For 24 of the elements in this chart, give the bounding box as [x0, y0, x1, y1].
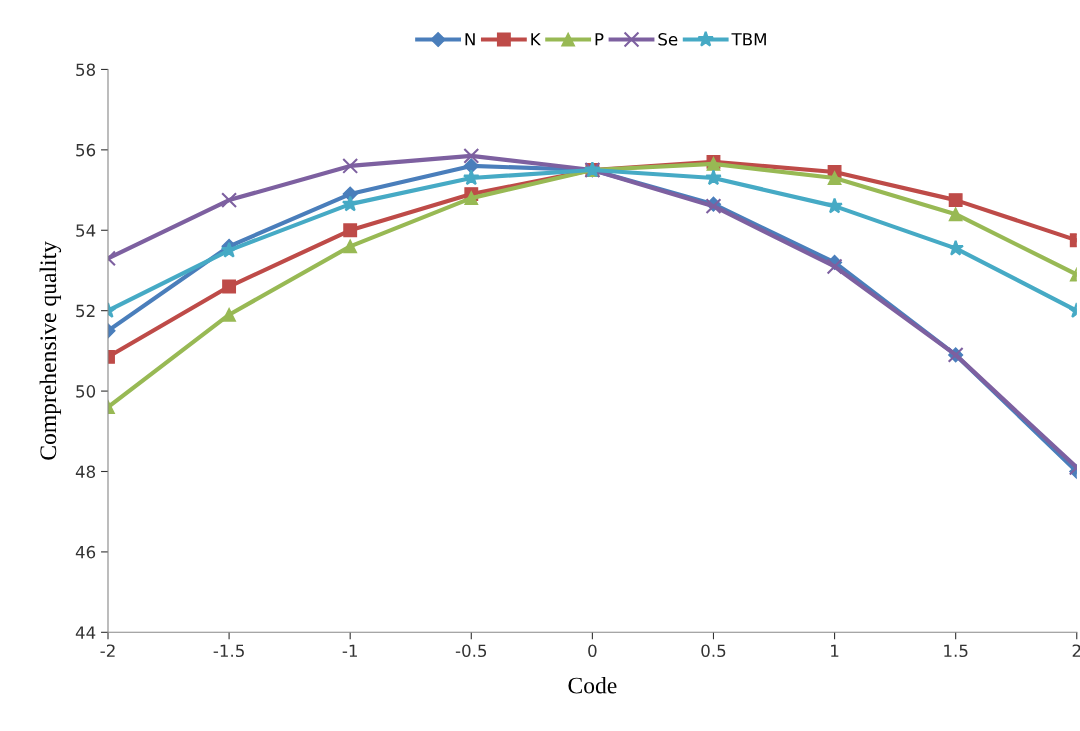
y-tick-label: 58: [76, 63, 96, 77]
x-tick-label: -1.5: [213, 644, 244, 658]
x-tick-label: 1: [831, 644, 839, 657]
y-axis-title: Comprehensive quality: [39, 241, 62, 460]
y-tick-label: 48: [75, 465, 96, 479]
x-tick-label: 0: [588, 644, 597, 658]
x-tick-label: -1: [342, 644, 357, 657]
x-tick-label: -2: [100, 644, 115, 657]
legend-label: P: [595, 33, 604, 46]
legend-label: K: [531, 33, 541, 46]
y-tick-label: 56: [76, 143, 96, 157]
y-tick-label: 44: [75, 626, 96, 639]
legend-label: N: [465, 33, 475, 46]
x-axis-title: Code: [568, 676, 617, 694]
legend-label: TBM: [731, 33, 766, 46]
x-tick-label: 1.5: [944, 644, 968, 658]
legend-label: Se: [658, 32, 678, 46]
y-tick-label: 52: [76, 304, 95, 318]
y-tick-label: 46: [75, 545, 96, 559]
y-tick-label: 54: [76, 224, 96, 237]
x-tick-label: 0.5: [701, 644, 726, 658]
y-tick-label: 50: [76, 385, 96, 398]
x-tick-label: 2: [1072, 644, 1080, 657]
x-tick-label: -0.5: [455, 644, 487, 658]
